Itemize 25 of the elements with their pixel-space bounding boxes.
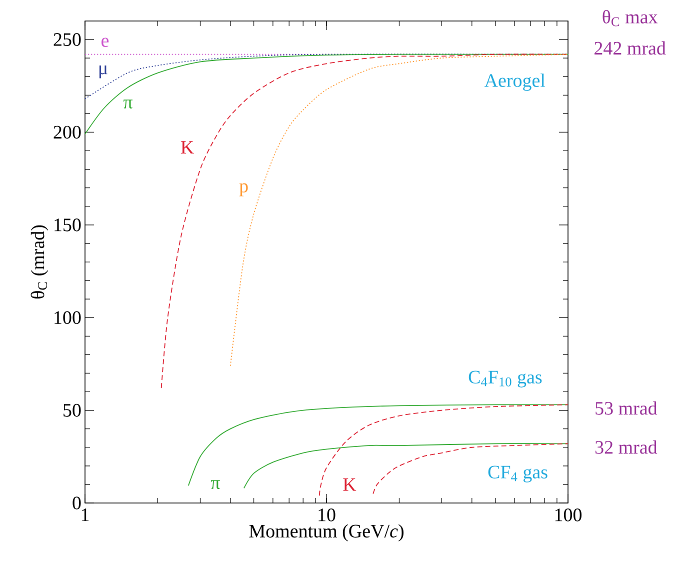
series-label: π	[210, 480, 220, 490]
annotation: C$_{4}$F$_{10}$ gas	[468, 370, 542, 388]
series-label: p	[239, 183, 248, 196]
text: 242 mrad	[594, 41, 666, 55]
series-label: e	[102, 38, 109, 47]
y-tick-label: 100	[54, 311, 81, 324]
x-tick-label: 100	[555, 508, 582, 522]
text: 53 mrad	[596, 401, 658, 415]
y-tick-label: 0	[72, 496, 81, 510]
y-tick-label: 50	[64, 404, 81, 417]
series-label: K	[343, 478, 356, 491]
x-tick-label: 1	[82, 508, 89, 522]
x-axis-title: Momentum (GeV/c)	[249, 524, 404, 542]
y-tick-label: 250	[54, 33, 81, 46]
series-label: μ	[99, 65, 108, 78]
y-tick-label: 200	[54, 126, 81, 139]
y-axis-title: θ$_{C}$ (mrad)	[30, 225, 48, 299]
series-label: K	[180, 141, 194, 154]
y-tick-label: 150	[54, 218, 81, 232]
series-label: π	[123, 100, 133, 109]
annotation: Aerogel	[484, 74, 546, 91]
text: θ$_{C}$ max	[602, 10, 658, 26]
annotation: CF$_{4}$ gas	[488, 466, 548, 482]
text: 32 mrad	[595, 440, 658, 454]
x-tick-label: 10	[318, 508, 336, 522]
